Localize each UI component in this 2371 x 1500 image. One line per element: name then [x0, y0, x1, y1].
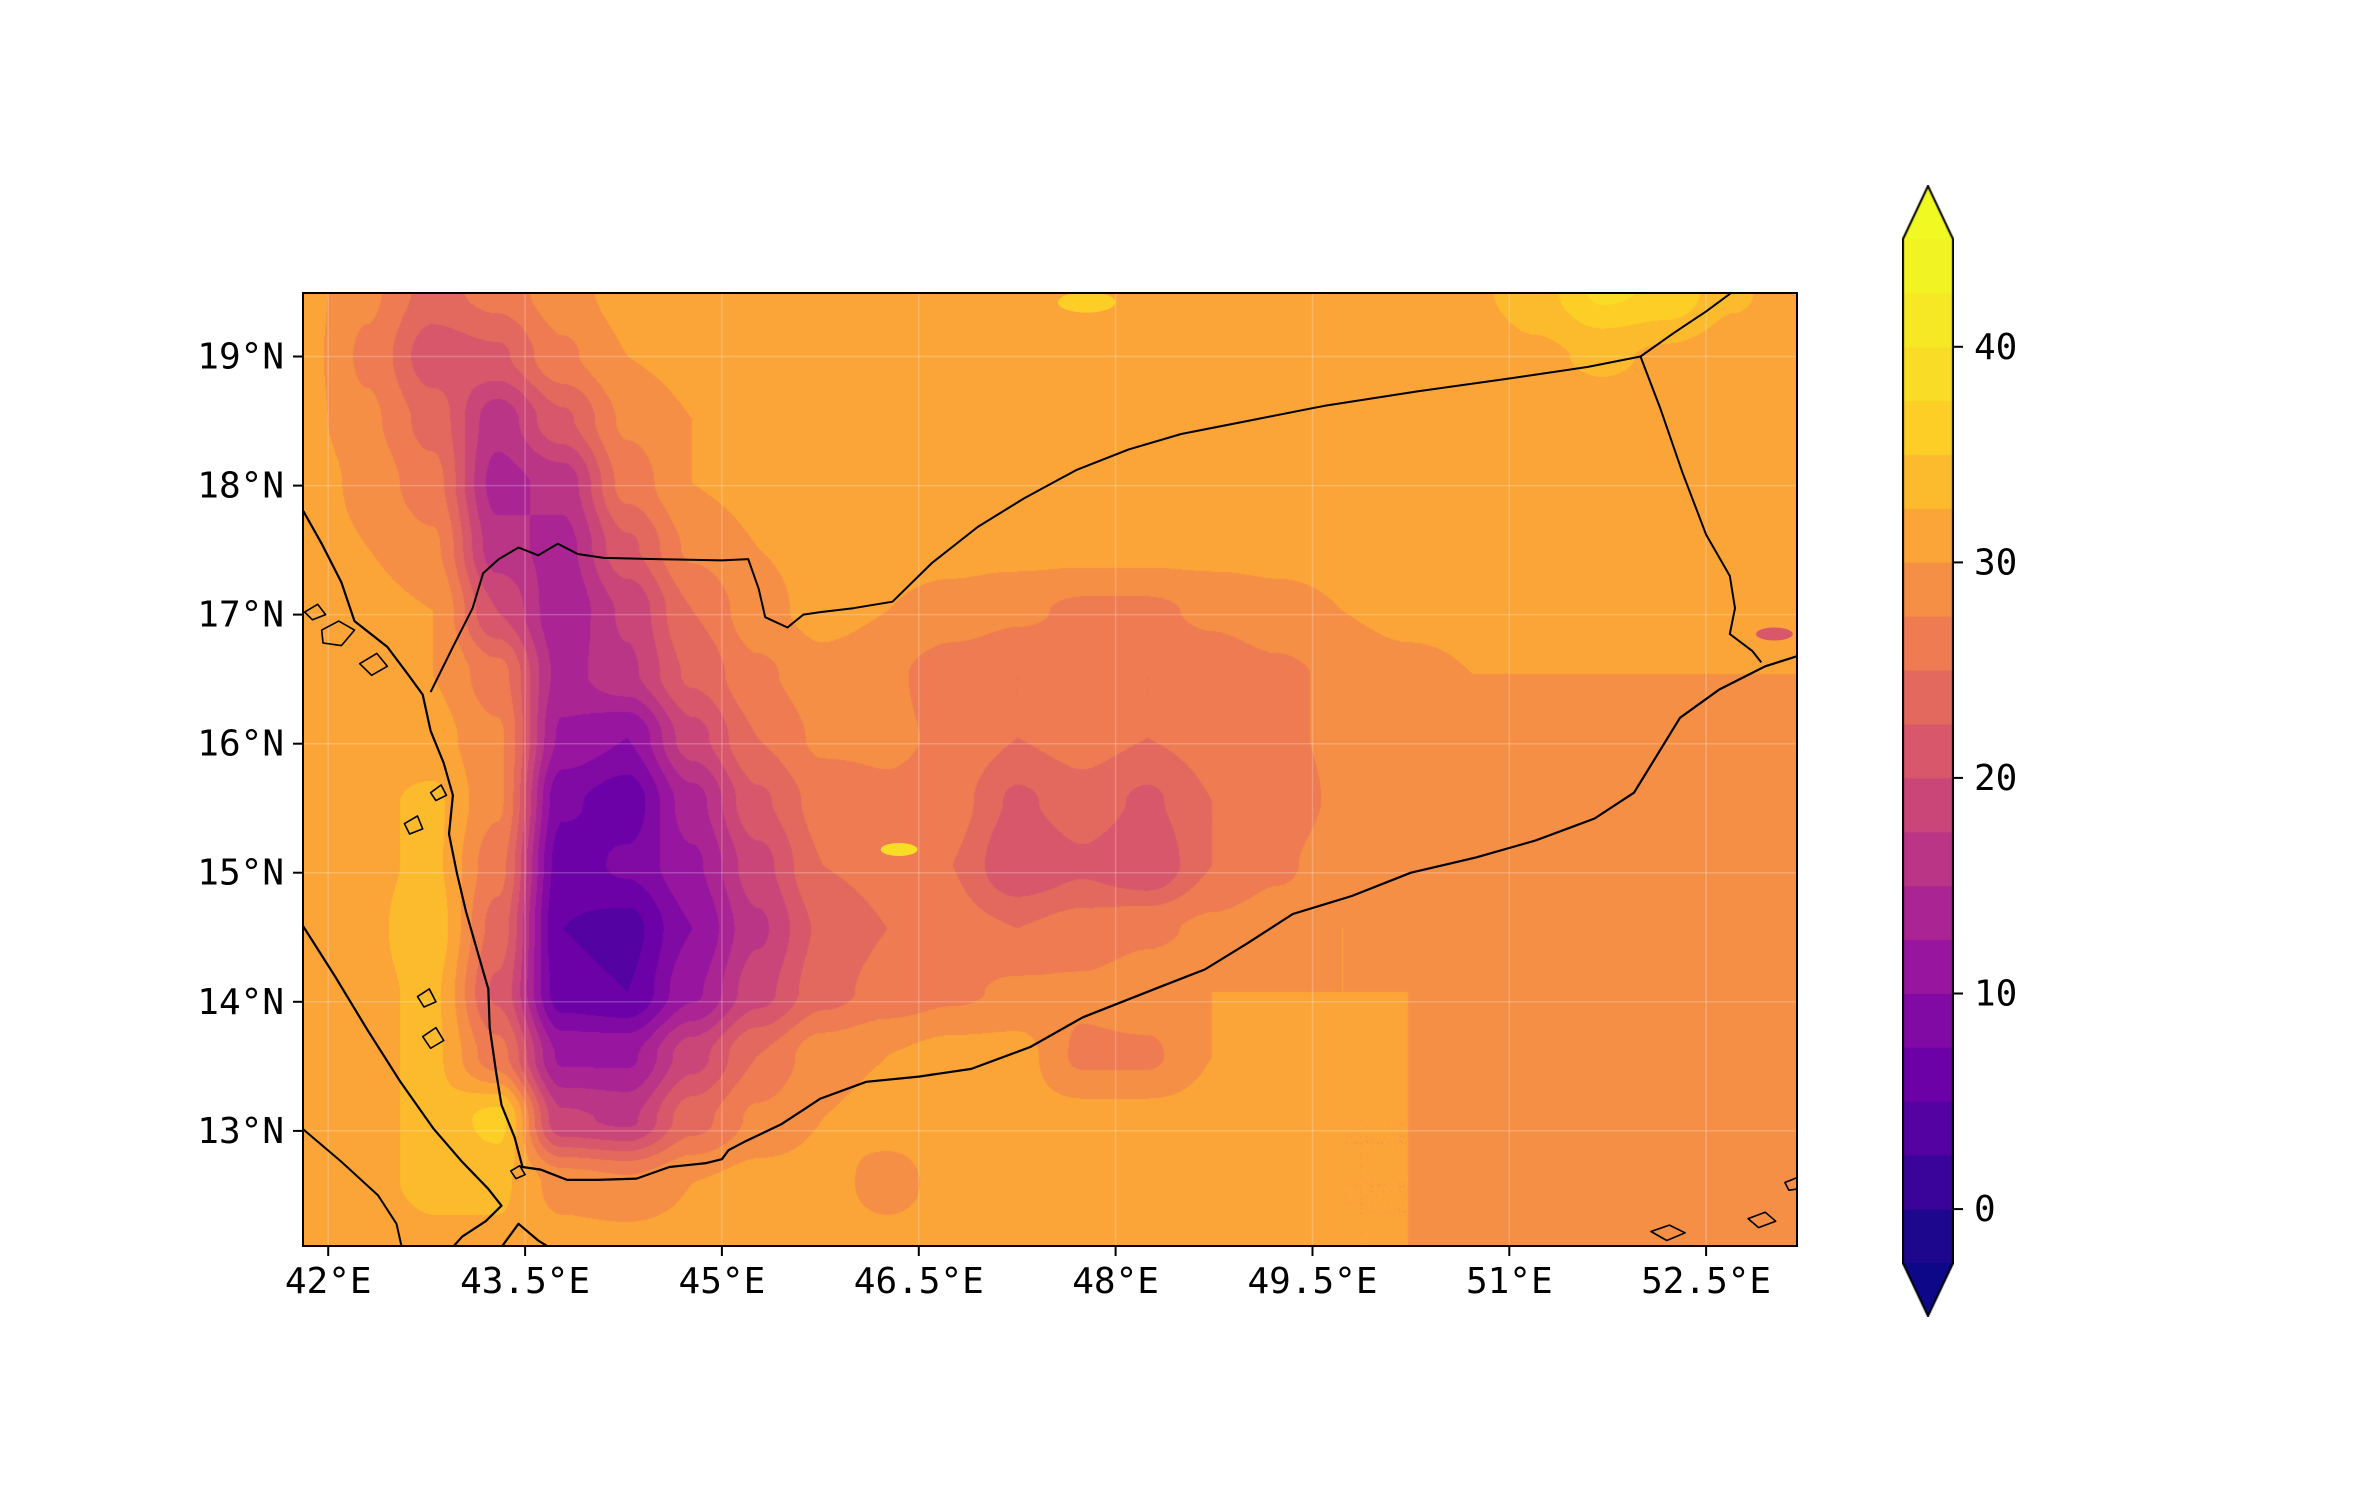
y-tick-label: 19°N [197, 337, 284, 378]
x-tick-label: 45°E [679, 1261, 766, 1302]
colorbar-tick-label: 30 [1974, 542, 2017, 583]
y-tick-label: 17°N [197, 595, 284, 636]
y-tick-label: 16°N [197, 724, 284, 765]
colorbar-canvas [1902, 185, 1954, 1317]
x-tick-label: 48°E [1072, 1261, 1159, 1302]
y-tick-label: 15°N [197, 853, 284, 894]
x-tick-label: 42°E [285, 1261, 372, 1302]
temperature-field-canvas [302, 292, 1798, 1247]
y-tick-label: 13°N [197, 1111, 284, 1152]
y-tick-label: 18°N [197, 466, 284, 507]
colorbar-tick-label: 10 [1974, 974, 2017, 1015]
colorbar-tick-label: 40 [1974, 327, 2017, 368]
colorbar-tick-label: 20 [1974, 758, 2017, 799]
x-tick-label: 52.5°E [1641, 1261, 1771, 1302]
x-tick-label: 51°E [1466, 1261, 1553, 1302]
colorbar-tick-label: 0 [1974, 1189, 1996, 1230]
y-tick-label: 14°N [197, 982, 284, 1023]
x-tick-label: 46.5°E [854, 1261, 984, 1302]
x-tick-label: 49.5°E [1247, 1261, 1377, 1302]
x-tick-label: 43.5°E [460, 1261, 590, 1302]
